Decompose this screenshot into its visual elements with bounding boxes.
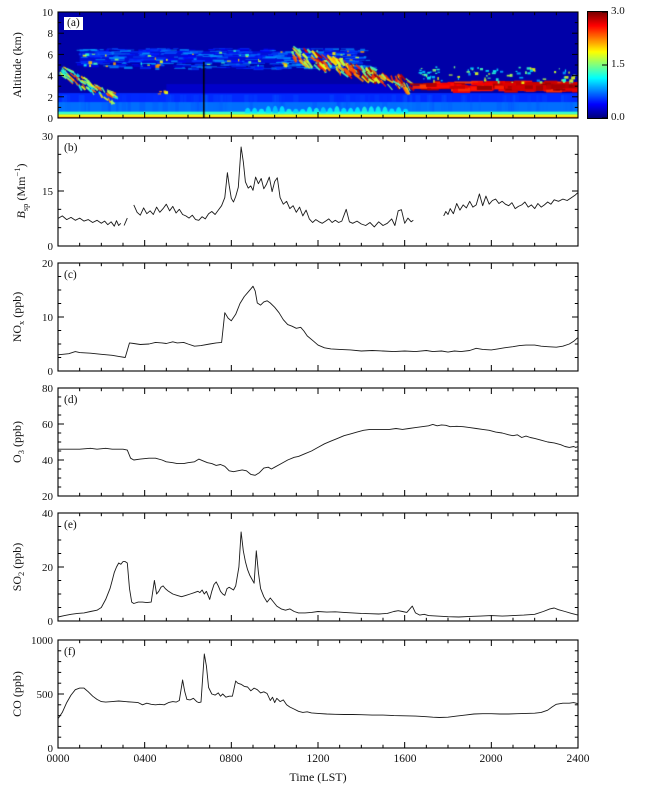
panel-border-b [57,135,579,247]
y-tick-label: 10 [42,312,54,324]
panel-letter-e: (e) [64,519,77,531]
colorbar-tick-label: 3.0 [611,5,625,17]
panel-letter-d: (d) [64,394,78,406]
y-tick-label: 40 [42,455,54,467]
y-axis-title-o3: O3 (ppb) [8,372,26,512]
panel-border-d [57,387,579,497]
panel-border-f [57,639,579,749]
x-tick-label: 1600 [393,753,417,765]
panel-border-c [57,262,579,372]
series-line-e [57,531,579,618]
x-tick-label: 0000 [46,753,70,765]
y-tick-label: 2 [48,92,54,104]
series-line-b [57,215,122,227]
y-axis-title-part: (Mm [14,176,28,204]
y-tick-label: 0 [48,616,54,628]
y-axis-title-part: NO [10,324,24,343]
lidar-heatmap [58,12,578,118]
y-axis-title-part: (ppb) [10,291,24,321]
y-axis-title-part: 3 [16,450,26,455]
y-tick-label: 80 [42,383,54,395]
y-tick-label: 6 [48,49,54,61]
x-tick-label: 0800 [219,753,243,765]
x-tick-label: 1200 [306,753,330,765]
y-axis-title-part: x [16,320,26,325]
y-axis-title-altitude: Altitude (km) [8,0,26,135]
y-tick-label: 4 [48,71,54,83]
y-axis-title-bsp: Bsp (Mm−1) [8,121,30,261]
series-line-b [133,146,414,228]
x-axis-title: Time (LST) [289,770,347,784]
series-line-b [443,192,579,217]
y-axis-title-part: O [10,454,24,463]
y-axis-title-part: SO [10,575,24,592]
series-line-f [57,653,579,720]
panel-letter-a: (a) [64,17,83,30]
panel-letter-b: (b) [64,142,78,154]
y-tick-label: 0 [48,743,54,755]
colorbar [587,11,608,119]
panel-letter-f: (f) [64,646,76,658]
y-axis-title-part: B [14,211,28,219]
panel-border-a [57,11,579,119]
y-axis-title-part: (ppb) [10,421,24,451]
y-tick-label: 10 [42,7,54,19]
y-tick-label: 20 [42,491,54,503]
y-axis-title-part: CO (ppb) [10,671,24,717]
y-tick-label: 0 [48,241,54,253]
y-axis-title-part: ) [14,163,28,168]
y-tick-label: 0 [48,113,54,125]
y-tick-label: 20 [42,258,54,270]
y-axis-title-so2: SO2 (ppb) [8,497,26,637]
y-axis-title-part: −1 [12,167,22,177]
x-tick-label: 2400 [566,753,590,765]
y-tick-label: 20 [42,562,54,574]
y-axis-title-part: (ppb) [10,542,24,572]
y-axis-title-nox: NOx (ppb) [8,247,26,387]
colorbar-tick-label: 0.0 [611,111,625,123]
y-tick-label: 30 [42,131,54,143]
y-tick-label: 15 [42,186,54,198]
colorbar-tick-label: 1.5 [611,58,625,70]
y-tick-label: 1000 [31,635,54,647]
y-axis-title-part: Altitude (km) [10,32,24,98]
y-axis-title-part: 2 [16,571,26,576]
x-tick-label: 0400 [133,753,157,765]
panel-letter-c: (c) [64,269,77,281]
y-tick-label: 500 [37,689,54,701]
x-tick-label: 2000 [479,753,503,765]
series-line-c [57,285,579,358]
y-tick-label: 60 [42,419,54,431]
y-tick-label: 0 [48,366,54,378]
y-tick-label: 8 [48,28,54,40]
y-axis-title-part: sp [20,203,30,212]
y-tick-label: 40 [42,508,54,520]
panel-border-e [57,512,579,622]
series-line-d [58,423,579,476]
series-line-b [123,217,128,226]
y-axis-title-co: CO (ppb) [8,624,26,764]
